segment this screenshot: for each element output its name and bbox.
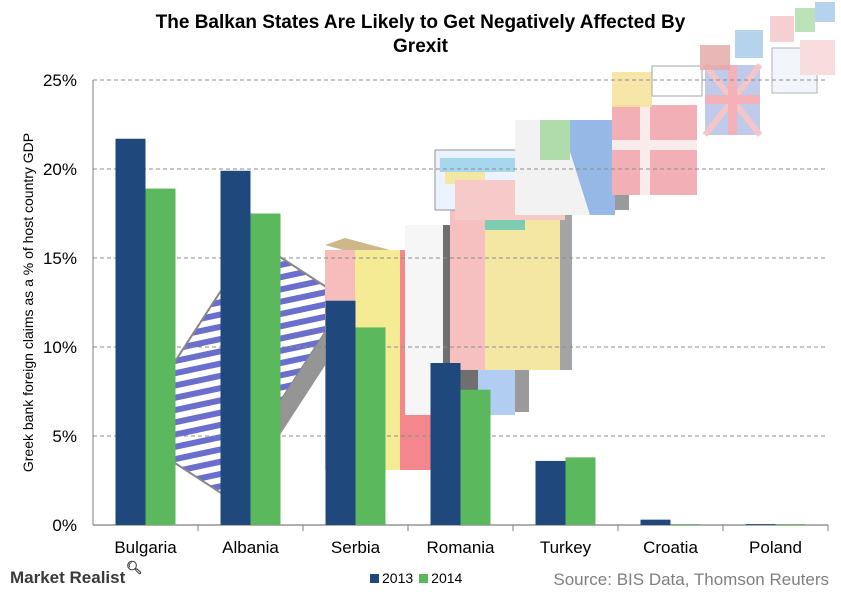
flag-uk-domino [702, 63, 763, 137]
bar-2014-croatia [670, 524, 701, 525]
bar-2013-poland [745, 524, 776, 525]
legend-swatch-2013 [370, 573, 379, 583]
bar-2014-bulgaria [145, 188, 176, 525]
chart-title-line-1: The Balkan States Are Likely to Get Nega… [155, 12, 686, 33]
chart-legend: 2013 2014 [370, 570, 468, 586]
legend-swatch-2014 [419, 573, 429, 583]
x-tick-label: Turkey [540, 538, 592, 557]
legend-label-2014: 2014 [431, 570, 463, 586]
y-tick-label: 15% [43, 249, 77, 268]
y-tick-label: 5% [52, 427, 77, 446]
y-tick-label: 10% [43, 338, 77, 357]
bar-2013-albania [220, 170, 251, 525]
y-tick-label: 0% [52, 516, 77, 535]
bar-2014-romania [460, 389, 491, 525]
x-tick-label: Albania [222, 538, 279, 557]
bar-2014-serbia [355, 327, 386, 525]
bar-2014-albania [250, 213, 281, 525]
x-tick-label: Bulgaria [114, 538, 177, 557]
flag-czech-domino [515, 120, 629, 215]
bar-2013-serbia [325, 300, 356, 525]
x-tick-label: Poland [749, 538, 802, 557]
bar-2013-croatia [640, 519, 671, 525]
x-tick-label: Serbia [331, 538, 381, 557]
bar-2013-turkey [535, 460, 566, 525]
bar-2014-poland [775, 524, 806, 525]
x-tick-label: Romania [426, 538, 495, 557]
flag-row-distant [612, 2, 835, 107]
y-tick-label: 20% [43, 160, 77, 179]
brand-logo: Market Realist 🔍︎ [10, 560, 143, 588]
brand-name: Market Realist [10, 568, 126, 587]
chart-title-line-2: Grexit [393, 36, 448, 57]
legend-item-2013: 2013 [370, 570, 413, 586]
magnifier-icon: 🔍︎ [126, 560, 143, 575]
y-axis-title: Greek bank foreign claims as a % of host… [20, 133, 36, 472]
legend-label-2013: 2013 [382, 570, 414, 586]
source-note: Source: BIS Data, Thomson Reuters [553, 570, 829, 589]
flag-cluster-domino-1 [450, 200, 572, 370]
x-tick-label: Croatia [643, 538, 698, 557]
bar-2014-turkey [565, 457, 596, 525]
bar-2013-romania [430, 363, 461, 525]
legend-item-2014: 2014 [419, 570, 462, 586]
bar-2013-bulgaria [115, 138, 146, 526]
y-tick-label: 25% [43, 71, 77, 90]
flag-denmark-domino [612, 105, 697, 195]
